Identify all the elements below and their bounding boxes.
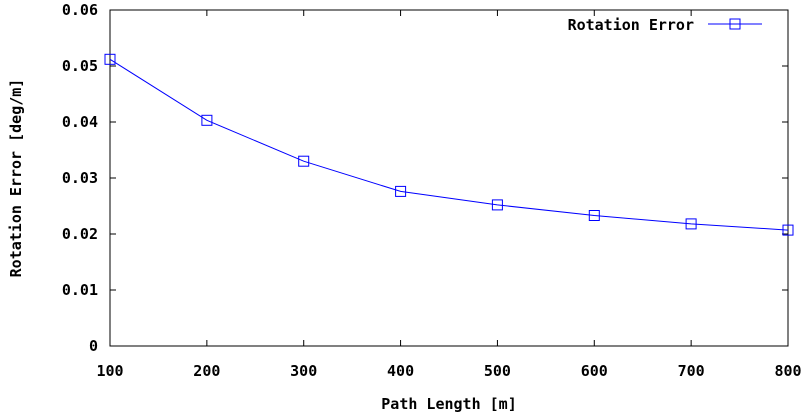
x-tick-label: 100	[96, 362, 123, 380]
x-tick-label: 400	[387, 362, 414, 380]
data-point	[588, 210, 600, 221]
data-point	[491, 199, 503, 211]
x-axis-title: Path Length [m]	[381, 395, 516, 413]
data-point	[395, 185, 407, 197]
legend: Rotation Error	[568, 16, 762, 34]
x-tick-label: 700	[678, 362, 705, 380]
legend-marker	[729, 18, 741, 30]
legend-label: Rotation Error	[568, 16, 694, 34]
x-tick-label: 200	[193, 362, 220, 380]
y-tick-label: 0.04	[62, 113, 98, 131]
y-tick-label: 0.01	[62, 281, 98, 299]
axis-tick-labels: 0 0.01 0.02 0.03 0.04 0.05 0.06 100 200 300 400 500…	[62, 1, 802, 380]
data-point	[201, 114, 213, 126]
data-point	[685, 218, 697, 230]
y-tick-label: 0	[89, 337, 98, 355]
y-axis-title: Rotation Error [deg/m]	[7, 79, 25, 278]
y-tick-label: 0.02	[62, 225, 98, 243]
x-tick-label: 800	[774, 362, 801, 380]
x-tick-label: 500	[484, 362, 511, 380]
y-tick-label: 0.06	[62, 1, 98, 19]
series-layer	[104, 53, 794, 236]
plot-frame	[109, 9, 789, 347]
data-point	[104, 53, 116, 65]
data-point	[298, 155, 310, 167]
y-tick-label: 0.03	[62, 169, 98, 187]
series-line	[109, 58, 789, 231]
data-point	[782, 224, 794, 236]
y-tick-label: 0.05	[62, 57, 98, 75]
x-tick-label: 600	[581, 362, 608, 380]
x-tick-label: 300	[290, 362, 317, 380]
axis-ticks	[109, 9, 789, 347]
